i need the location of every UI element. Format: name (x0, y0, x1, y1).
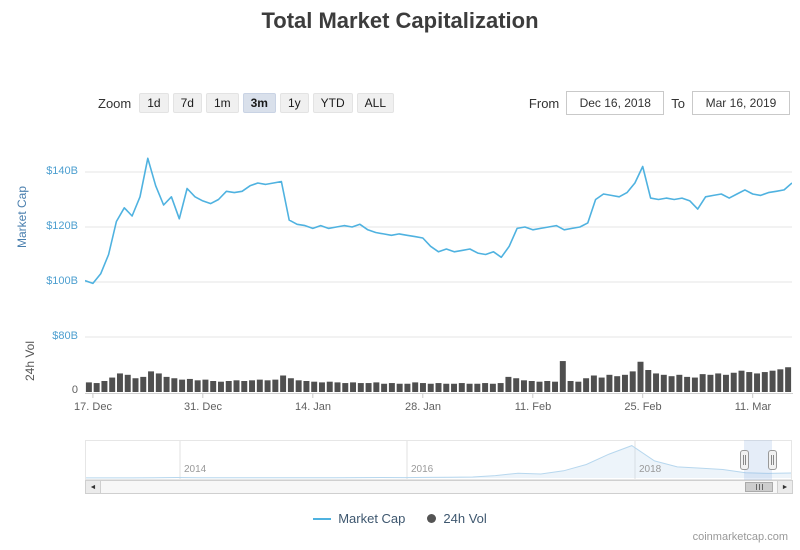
coinmarketcap-credit[interactable]: coinmarketcap.com (692, 531, 788, 543)
to-date-input[interactable] (692, 91, 790, 115)
legend-item-market-cap[interactable]: Market Cap (313, 511, 405, 526)
x-axis-label: 11. Feb (514, 401, 552, 413)
zoom-button-3m[interactable]: 3m (242, 93, 276, 113)
from-label: From (528, 95, 560, 111)
zoom-button-1d[interactable]: 1d (139, 93, 169, 113)
y-axis-label-100b: $100B (46, 275, 78, 287)
zoom-button-1y[interactable]: 1y (279, 93, 309, 113)
market-cap-axis-title: Market Cap (15, 185, 29, 249)
navigator-strip[interactable] (85, 440, 792, 480)
y-axis-label-120b: $120B (46, 220, 78, 232)
y-axis-label-140b: $140B (46, 165, 78, 177)
legend: Market Cap 24h Vol (0, 511, 800, 526)
chart-scrollbar[interactable]: ◄ ► (85, 480, 793, 494)
x-axis-label: 11. Mar (734, 401, 772, 413)
scrollbar-left-arrow[interactable]: ◄ (86, 481, 101, 493)
circle-marker-icon (427, 514, 437, 523)
navigator-right-handle[interactable] (768, 450, 777, 470)
zoom-label: Zoom (98, 95, 132, 111)
date-range-selector: From To (522, 91, 790, 115)
x-axis-label: 31. Dec (184, 401, 222, 413)
line-marker-icon (313, 517, 332, 520)
y-axis-label-80b: $80B (52, 330, 78, 342)
24h-vol-axis-title: 24h Vol (23, 340, 37, 382)
navigator-year-label: 2014 (184, 464, 207, 475)
x-axis-ticks (92, 394, 754, 398)
legend-label: Market Cap (338, 511, 406, 526)
x-axis-label: 25. Feb (624, 401, 662, 413)
volume-plot-area[interactable] (85, 330, 792, 394)
legend-item-24h-vol[interactable]: 24h Vol (427, 511, 487, 526)
market-cap-plot-area[interactable] (85, 150, 792, 300)
x-axis-label: 14. Jan (294, 401, 332, 413)
x-axis-label: 17. Dec (74, 401, 112, 413)
navigator-year-label: 2016 (411, 464, 434, 475)
zoom-button-ytd[interactable]: YTD (312, 93, 353, 113)
zoom-button-7d[interactable]: 7d (172, 93, 202, 113)
scrollbar-thumb[interactable] (745, 482, 773, 492)
navigator-mini-chart (86, 441, 792, 479)
legend-label: 24h Vol (443, 511, 487, 526)
from-date-input[interactable] (566, 91, 665, 115)
navigator-year-label: 2018 (639, 464, 662, 475)
page-title: Total Market Capitalization (261, 8, 539, 33)
x-axis-label: 28. Jan (404, 401, 442, 413)
x-axis-line (85, 393, 793, 394)
scrollbar-right-arrow[interactable]: ► (777, 481, 792, 493)
y-axis-label-0: 0 (71, 384, 78, 396)
navigator-left-handle[interactable] (740, 450, 749, 470)
zoom-button-all[interactable]: ALL (356, 93, 395, 113)
zoom-button-group: Zoom 1d 7d 1m 3m 1y YTD ALL (98, 92, 398, 114)
to-label: To (671, 95, 685, 111)
zoom-button-1m[interactable]: 1m (205, 93, 239, 113)
